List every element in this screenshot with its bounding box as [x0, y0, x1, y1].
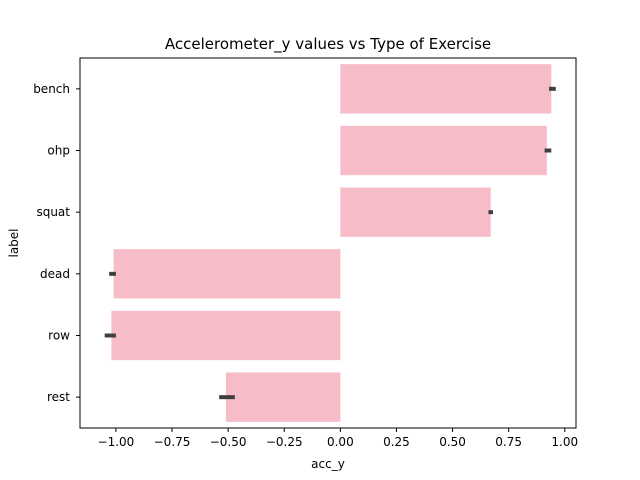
bar-group [111, 64, 552, 422]
y-tick-label: rest [47, 390, 70, 404]
y-tick-label: bench [33, 82, 70, 96]
y-tick-label: row [48, 329, 70, 343]
x-tick-label: 0.00 [327, 435, 354, 449]
x-tick-label: −1.00 [98, 435, 135, 449]
bar-dead [113, 249, 341, 299]
bar-row [111, 310, 341, 361]
x-axis-label: acc_y [311, 457, 345, 471]
y-tick-label: ohp [47, 144, 70, 158]
x-tick-label: 0.25 [383, 435, 410, 449]
error-bar-group [104, 86, 556, 400]
y-tick-label: dead [40, 267, 70, 281]
x-tick-label: −0.75 [154, 435, 191, 449]
plot-frame [79, 57, 577, 429]
bar-ohp [340, 125, 547, 176]
y-tick-label: squat [36, 205, 70, 219]
y-axis-label: label [7, 228, 21, 257]
x-axis-ticks: −1.00 −0.75 −0.50 −0.25 0.00 0.25 0.50 0.75 1.00 [98, 428, 578, 449]
bar-rest [225, 372, 341, 422]
bar-squat [340, 187, 491, 237]
y-axis-ticks: bench ohp squat dead row rest [33, 82, 80, 404]
x-tick-label: 1.00 [551, 435, 578, 449]
x-tick-label: 0.75 [495, 435, 522, 449]
x-tick-label: −0.50 [210, 435, 247, 449]
x-tick-label: −0.25 [266, 435, 303, 449]
bar-bench [340, 64, 552, 114]
x-tick-label: 0.50 [439, 435, 466, 449]
chart-title: Accelerometer_y values vs Type of Exerci… [165, 35, 491, 54]
